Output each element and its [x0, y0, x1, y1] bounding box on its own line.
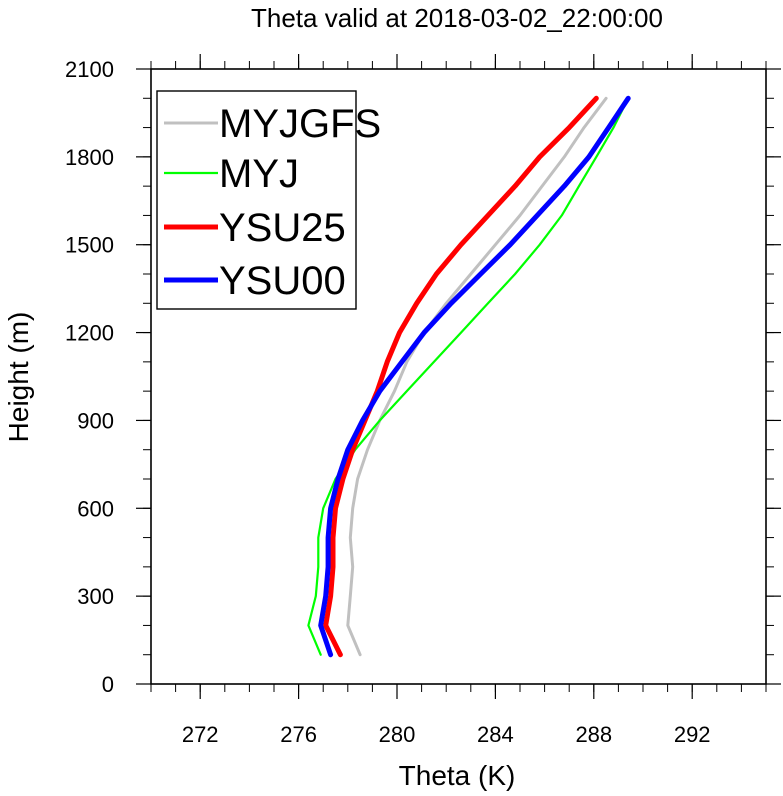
y-tick-label: 900	[77, 408, 114, 433]
series-line-myj	[307, 97, 630, 656]
x-tick-label: 272	[182, 722, 219, 747]
x-tick-label: 276	[280, 722, 317, 747]
x-tick-label: 280	[379, 722, 416, 747]
y-tick-label: 0	[102, 672, 114, 697]
plot-frame	[150, 68, 767, 685]
y-tick-label: 600	[77, 496, 114, 521]
y-tick-label: 1200	[65, 321, 114, 346]
x-tick-label: 292	[674, 722, 711, 747]
y-tick-label: 1800	[65, 145, 114, 170]
series-line-ysu00	[318, 95, 631, 658]
x-axis: 272 276 280 284 288 292	[150, 54, 767, 747]
series-line-ysu25	[323, 95, 599, 658]
y-tick-label: 300	[77, 584, 114, 609]
legend: MYJGFS MYJ YSU25 YSU00	[156, 90, 381, 310]
legend-label-myj: MYJ	[219, 152, 299, 196]
y-tick-label: 2100	[65, 57, 114, 82]
x-axis-label: Theta (K)	[399, 760, 516, 791]
x-tick-label: 284	[477, 722, 514, 747]
y-axis-label: Height (m)	[3, 312, 34, 443]
x-tick-label: 288	[575, 722, 612, 747]
series-layer	[307, 95, 631, 658]
chart-title: Theta valid at 2018-03-02_22:00:00	[251, 3, 663, 33]
y-axis: 0 300 600 900 1200 1500 1800 2100	[65, 57, 781, 697]
y-tick-label: 1500	[65, 233, 114, 258]
legend-label-myjgfs: MYJGFS	[219, 102, 381, 146]
series-line-myjgfs	[346, 96, 608, 657]
legend-label-ysu00: YSU00	[219, 259, 346, 303]
legend-label-ysu25: YSU25	[219, 206, 346, 250]
legend-box	[156, 90, 357, 310]
